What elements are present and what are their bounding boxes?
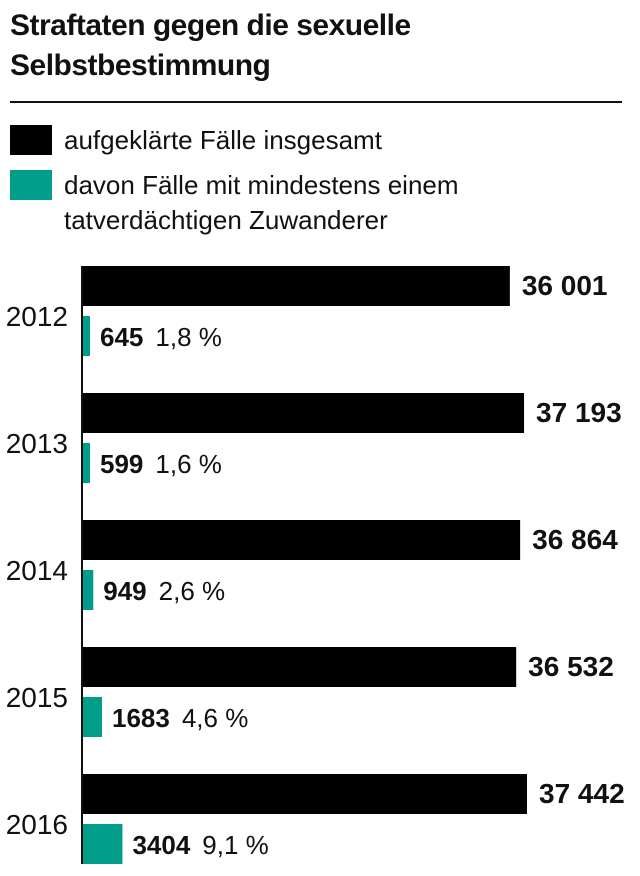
bar-zuwanderer-2013: [82, 443, 90, 483]
year-label-2014: 2014: [6, 555, 68, 586]
percent-label-zuwanderer-2014: 2,6 %: [159, 576, 226, 606]
value-label-zuwanderer-2016: 3404: [132, 830, 190, 860]
legend-item-total: aufgeklärte Fälle insgesamt: [10, 123, 382, 158]
year-label-2012: 2012: [6, 301, 68, 332]
bar-total-2013: [82, 393, 525, 433]
value-label-total-2013: 37 193: [536, 397, 622, 428]
year-label-2015: 2015: [6, 682, 68, 713]
percent-label-zuwanderer-2012: 1,8 %: [155, 322, 222, 352]
value-label-total-2016: 37 442: [539, 778, 625, 809]
value-label-zuwanderer-2013: 599: [100, 449, 143, 479]
value-label-total-2014: 36 864: [532, 524, 618, 555]
bar-total-2012: [82, 266, 510, 306]
bar-total-2016: [82, 774, 527, 814]
legend-item-zuwanderer: davon Fälle mit mindestens einem tatverd…: [10, 168, 504, 238]
legend-swatch-zuwanderer: [10, 170, 52, 200]
bar-zuwanderer-2015: [82, 697, 103, 737]
bar-chart: 36 001 645 1,8 % 2012 37 193 599 1,6 % 2013 36 8…: [6, 266, 625, 864]
value-label-zuwanderer-2015: 1683: [112, 703, 170, 733]
chart-title: Straftaten gegen die sexuelle Selbstbest…: [10, 9, 411, 82]
year-label-2016: 2016: [6, 809, 68, 840]
year-label-2013: 2013: [6, 428, 68, 459]
bar-total-2015: [82, 647, 517, 687]
value-label-total-2015: 36 532: [528, 651, 614, 682]
value-label-total-2012: 36 001: [522, 270, 608, 301]
bar-zuwanderer-2016: [82, 824, 123, 864]
percent-label-zuwanderer-2016: 9,1 %: [202, 830, 269, 860]
legend-label-zuwanderer: davon Fälle mit mindestens einem tatverd…: [64, 170, 459, 235]
value-label-zuwanderer-2014: 949: [103, 576, 146, 606]
legend-swatch-total: [10, 125, 52, 155]
bar-zuwanderer-2014: [82, 570, 94, 610]
title-divider: [10, 101, 622, 103]
value-label-zuwanderer-2012: 645: [100, 322, 143, 352]
percent-label-zuwanderer-2015: 4,6 %: [182, 703, 249, 733]
percent-label-zuwanderer-2013: 1,6 %: [155, 449, 222, 479]
legend-label-total: aufgeklärte Fälle insgesamt: [64, 125, 382, 155]
bar-total-2014: [82, 520, 521, 560]
bar-zuwanderer-2012: [82, 316, 90, 356]
